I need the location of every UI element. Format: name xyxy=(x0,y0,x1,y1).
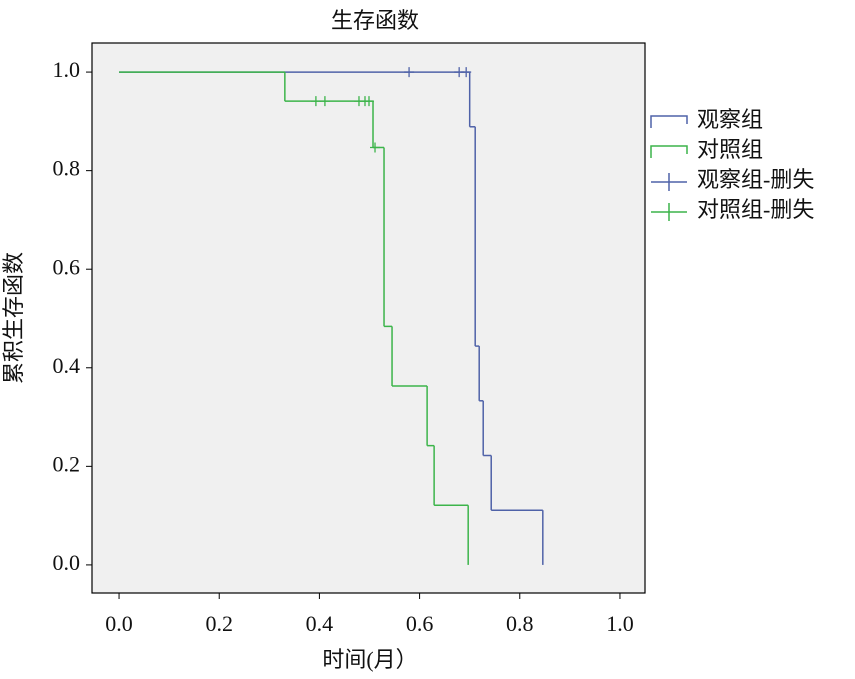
censor-mark xyxy=(310,96,321,107)
x-tick-label: 0.4 xyxy=(306,611,334,636)
y-axis-label: 累积生存函数 xyxy=(1,252,26,384)
y-tick-label: 0.2 xyxy=(53,451,81,476)
legend-symbol xyxy=(650,115,688,128)
legend-label: 对照组 xyxy=(697,137,763,162)
legend-symbol xyxy=(650,145,688,158)
y-tick-label: 0.6 xyxy=(53,254,81,279)
censor-mark xyxy=(404,67,415,78)
x-axis-label: 时间(月） xyxy=(322,647,417,672)
censor-mark xyxy=(370,142,381,153)
y-tick-label: 1.0 xyxy=(53,57,81,82)
chart-title: 生存函数 xyxy=(331,8,419,33)
y-tick-label: 0.8 xyxy=(53,156,81,181)
legend-label: 观察组-删失 xyxy=(697,167,814,192)
x-tick-label: 0.8 xyxy=(506,611,534,636)
y-tick-label: 0.0 xyxy=(53,550,81,575)
legend-label: 对照组-删失 xyxy=(697,197,814,222)
x-tick-label: 0.0 xyxy=(105,611,133,636)
x-tick-label: 1.0 xyxy=(606,611,634,636)
censor-mark xyxy=(461,67,472,78)
legend-symbol xyxy=(651,203,687,221)
legend-label: 观察组 xyxy=(697,107,763,132)
censor-mark xyxy=(319,96,330,107)
x-tick-label: 0.2 xyxy=(205,611,233,636)
legend-symbol xyxy=(651,173,687,191)
plot-area xyxy=(91,42,646,594)
censor-mark xyxy=(364,96,375,107)
x-tick-label: 0.6 xyxy=(406,611,434,636)
y-tick-label: 0.4 xyxy=(53,353,81,378)
